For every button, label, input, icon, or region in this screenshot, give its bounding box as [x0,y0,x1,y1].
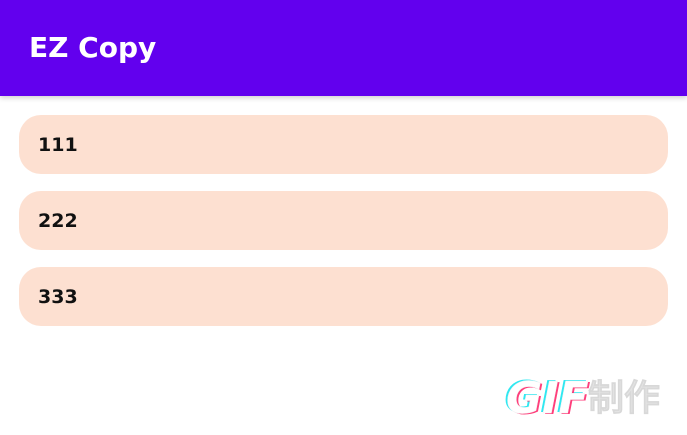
app-bar: EZ Copy [0,0,687,96]
svg-text:GIF: GIF [508,374,591,420]
list-item-label: 222 [38,209,78,232]
gif-watermark-logo: GIF GIF GIF 制作 [504,372,660,420]
list-item[interactable]: 111 [19,115,668,174]
list-item[interactable]: 222 [19,191,668,250]
list-item-label: 111 [38,133,78,156]
svg-text:GIF: GIF [504,372,587,420]
list-item-label: 333 [38,285,78,308]
svg-text:GIF: GIF [506,373,589,420]
app-title: EZ Copy [29,31,157,64]
svg-text:制作: 制作 [588,378,660,419]
copy-list: 111 222 333 [19,115,668,343]
list-item[interactable]: 333 [19,267,668,326]
